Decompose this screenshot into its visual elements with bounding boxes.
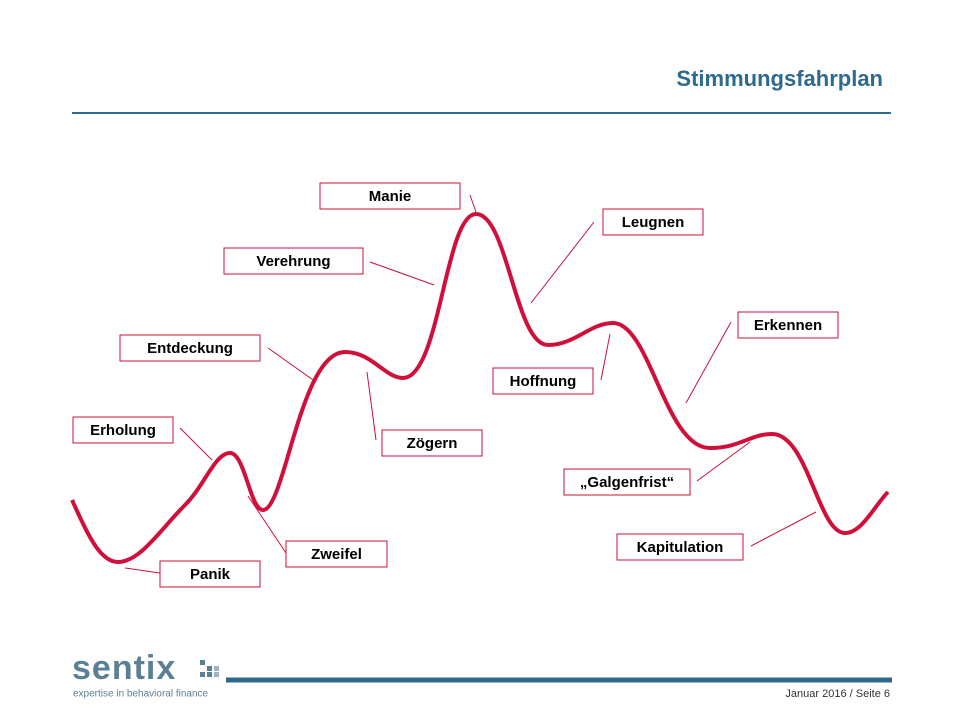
phase-box (602, 208, 704, 236)
connector (685, 321, 732, 404)
phase-label: „Galgenfrist“ (580, 474, 674, 491)
phase-label: Kapitulation (637, 539, 724, 556)
sentiment-curve (70, 211, 890, 565)
connector (469, 194, 477, 213)
phase-label: Entdeckung (147, 340, 233, 357)
connector (750, 511, 817, 547)
phase-box (319, 182, 461, 210)
phase-label: Erholung (90, 422, 156, 439)
date-page: Januar 2016 / Seite 6 (785, 688, 890, 700)
phase-box (381, 429, 483, 457)
phase-box (616, 533, 744, 561)
phase-label: Zögern (407, 435, 458, 452)
phase-label: Panik (190, 566, 231, 583)
connector (600, 333, 611, 381)
phase-label: Leugnen (622, 214, 685, 231)
slide-title: Stimmungsfahrplan (676, 66, 883, 91)
phase-box (563, 468, 691, 496)
connector (124, 567, 161, 574)
phase-box (492, 367, 594, 395)
phase-label: Hoffnung (510, 373, 577, 390)
phase-labels: Manie Verehrung Entdeckung Erholung Panik Zwe… (72, 182, 839, 588)
phase-label: Manie (369, 188, 412, 205)
connector (530, 221, 595, 304)
phase-label: Verehrung (256, 253, 330, 270)
phase-box (737, 311, 839, 339)
logo-tagline: expertise in behavioral finance (73, 689, 209, 700)
connectors (124, 194, 817, 574)
connector (247, 495, 287, 554)
phase-box (285, 540, 388, 568)
connector (369, 261, 435, 286)
connector (366, 371, 377, 441)
connector (696, 441, 751, 482)
logo: sentix (72, 649, 176, 687)
phase-label: Erkennen (754, 317, 822, 334)
phase-box (223, 247, 364, 275)
phase-box (159, 560, 261, 588)
logo-icon (200, 660, 219, 677)
connector (179, 427, 213, 461)
phase-label: Zweifel (311, 546, 362, 563)
phase-box (119, 334, 261, 362)
phase-box (72, 416, 174, 444)
connector (267, 347, 317, 383)
